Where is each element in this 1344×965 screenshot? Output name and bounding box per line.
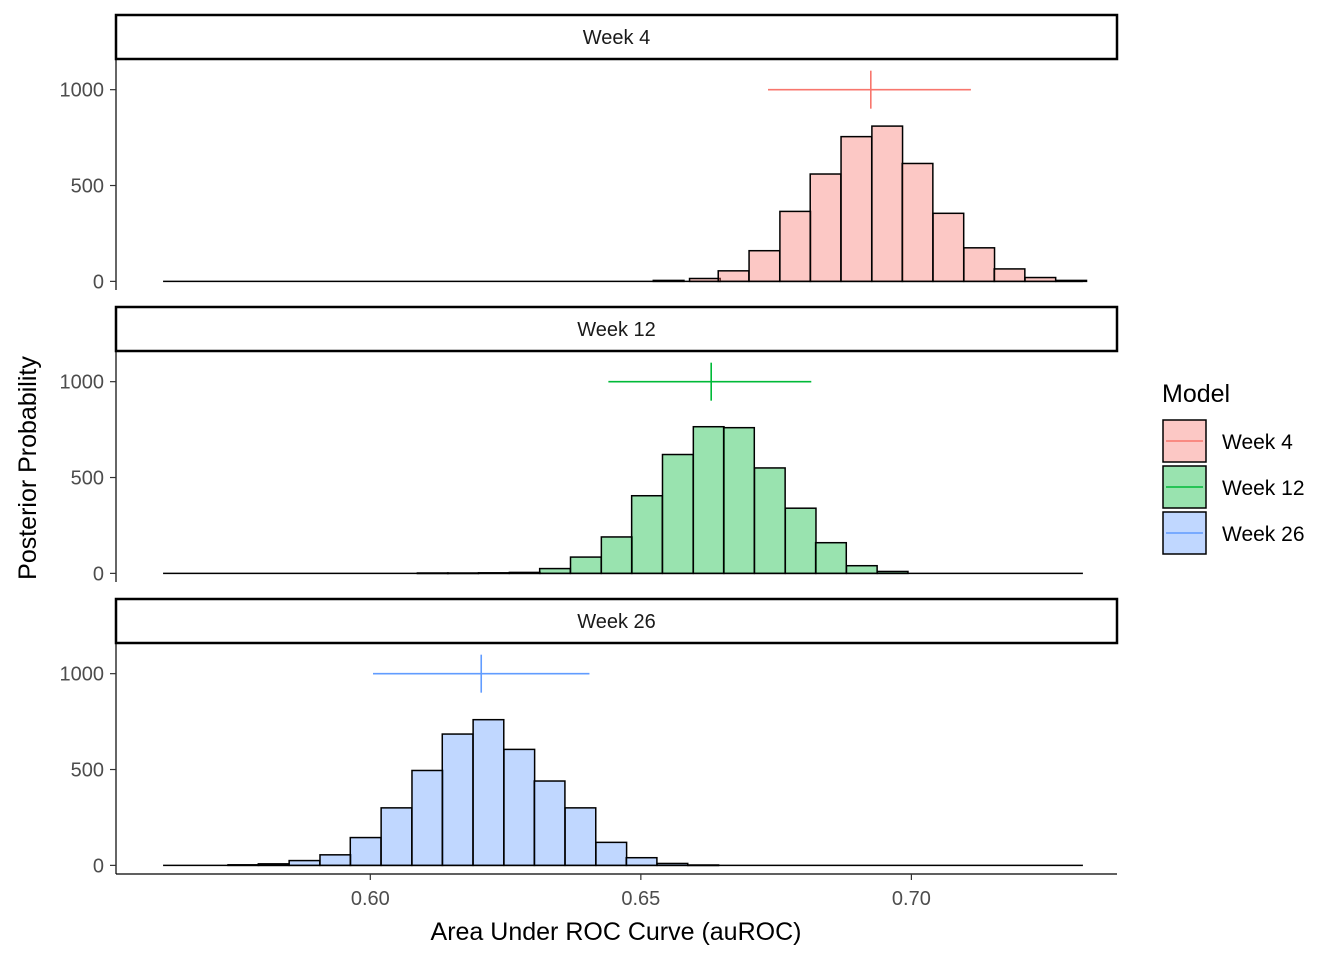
histogram-bar xyxy=(687,864,720,867)
histogram-bar xyxy=(784,507,817,575)
histogram-bar xyxy=(416,572,449,575)
histogram-bar xyxy=(411,769,444,867)
x-tick-label: 0.70 xyxy=(892,888,931,910)
x-axis-title: Area Under ROC Curve (auROC) xyxy=(431,918,802,946)
facet-strip-label: Week 12 xyxy=(577,319,656,341)
legend: Model Week 4 Week 12 Week 26 xyxy=(1162,380,1305,555)
histogram-bar xyxy=(446,572,480,575)
histogram-bar xyxy=(656,862,689,867)
histogram-bar xyxy=(652,279,685,283)
histogram-bar xyxy=(441,733,474,867)
x-tick-label: 0.65 xyxy=(621,888,660,910)
histogram-bar xyxy=(814,541,848,575)
y-tick-label: 0 xyxy=(93,271,104,293)
histogram-bar xyxy=(630,494,664,575)
histogram-bar xyxy=(564,807,597,867)
histogram-bar xyxy=(779,210,812,283)
facet-strip xyxy=(114,305,1119,353)
y-tick-label: 1000 xyxy=(60,372,105,394)
histogram-bar xyxy=(600,536,633,575)
histogram-bar xyxy=(625,856,658,867)
histogram-bar xyxy=(809,173,842,283)
histogram-bar xyxy=(508,571,541,575)
histogram-bar xyxy=(472,718,505,867)
facet-strip-label: Week 26 xyxy=(577,611,656,633)
histogram-bar xyxy=(717,270,750,283)
histogram-bar xyxy=(257,863,290,867)
histogram-bar xyxy=(349,836,382,867)
histogram-bar xyxy=(288,859,321,867)
y-tick-label: 500 xyxy=(71,468,104,490)
panels: Week 4 0 500 1000 Week 12 0 500 1000 Week 26 0 500… xyxy=(60,13,1119,877)
facet-panel-3: Week 26 0 500 1000 xyxy=(60,597,1119,877)
facet-strip xyxy=(114,13,1119,61)
histogram-bar xyxy=(595,841,628,867)
y-tick-label: 500 xyxy=(71,176,104,198)
histogram-bar xyxy=(1024,276,1057,283)
legend-title: Model xyxy=(1162,380,1230,408)
histogram-bar xyxy=(380,807,413,867)
histogram-bar xyxy=(748,249,781,283)
y-axis-title: Posterior Probability xyxy=(14,356,42,580)
histogram-bar xyxy=(319,854,352,867)
histogram-bar xyxy=(661,453,694,575)
histogram-bar xyxy=(932,212,965,283)
histogram-bar xyxy=(538,567,572,575)
facet-strip xyxy=(114,597,1119,645)
histogram-bar xyxy=(227,864,260,867)
histogram-bar xyxy=(845,564,878,575)
y-tick-label: 1000 xyxy=(60,664,105,686)
histogram-bar xyxy=(753,467,786,575)
y-tick-label: 1000 xyxy=(60,80,105,102)
x-axis: 0.60 0.65 0.70 xyxy=(116,873,1117,910)
histogram-bar xyxy=(477,572,510,575)
histogram-bar xyxy=(993,268,1026,283)
x-tick-label: 0.60 xyxy=(351,888,390,910)
histogram-bar xyxy=(503,748,536,867)
legend-label: Week 12 xyxy=(1222,477,1305,500)
histogram-bar xyxy=(840,135,873,283)
legend-label: Week 26 xyxy=(1222,523,1305,546)
histogram-bar xyxy=(692,425,725,575)
legend-label: Week 4 xyxy=(1222,431,1293,454)
histogram-bar xyxy=(722,426,756,575)
y-tick-label: 0 xyxy=(93,563,104,585)
histogram-bar xyxy=(876,570,909,575)
histogram-bar xyxy=(688,277,721,283)
legend-key: Week 12 xyxy=(1162,465,1305,509)
facet-panel-1: Week 4 0 500 1000 xyxy=(60,13,1119,293)
histogram-bar xyxy=(533,780,566,867)
facet-panel-2: Week 12 0 500 1000 xyxy=(60,305,1119,585)
y-tick-label: 0 xyxy=(93,855,104,877)
y-tick-label: 500 xyxy=(71,760,104,782)
histogram-bar xyxy=(1055,279,1088,283)
histogram-bar xyxy=(569,556,602,575)
legend-key: Week 26 xyxy=(1162,511,1305,555)
legend-key: Week 4 xyxy=(1162,419,1293,463)
histogram-bar xyxy=(901,162,934,283)
histogram-bar xyxy=(963,247,996,283)
histogram-bar xyxy=(871,125,904,283)
facet-strip-label: Week 4 xyxy=(583,27,650,49)
